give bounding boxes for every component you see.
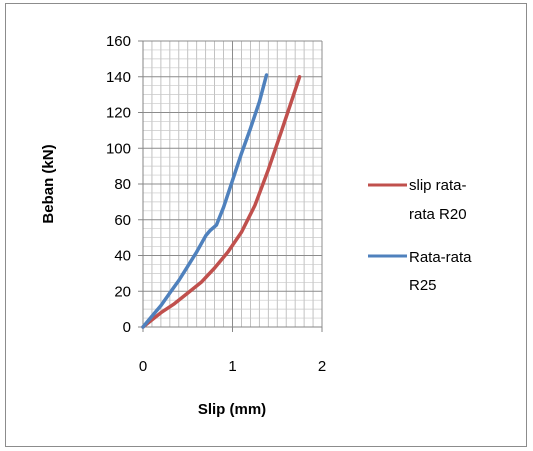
y-tick-label: 60 — [114, 212, 131, 229]
y-tick-label: 100 — [106, 140, 131, 157]
legend-label-r25-line2: R25 — [409, 277, 437, 294]
y-tick-label: 120 — [106, 105, 131, 122]
legend: slip rata- rata R20 Rata-rata R25 — [368, 177, 472, 294]
x-tick-label: 0 — [139, 358, 147, 375]
series-lines — [141, 73, 302, 329]
y-tick-label: 160 — [106, 33, 131, 50]
series-line-r20 — [141, 75, 302, 329]
legend-item-r20: slip rata- rata R20 — [368, 177, 467, 223]
legend-item-r25: Rata-rata R25 — [368, 249, 472, 294]
y-tick-label: 20 — [114, 283, 131, 300]
y-tick-label: 80 — [114, 176, 131, 193]
y-tick-label: 0 — [123, 319, 131, 336]
x-axis-title: Slip (mm) — [198, 401, 266, 418]
y-tick-label: 40 — [114, 248, 131, 265]
y-axis-title: Beban (kN) — [40, 144, 57, 223]
x-tick-label: 1 — [228, 358, 236, 375]
axes — [138, 40, 323, 332]
series-line-r25 — [141, 73, 269, 329]
legend-label-r25-line1: Rata-rata — [409, 249, 472, 266]
y-tick-label: 140 — [106, 69, 131, 86]
legend-label-r20-line1: slip rata- — [409, 177, 467, 194]
x-tick-label: 2 — [318, 358, 326, 375]
legend-label-r20-line2: rata R20 — [409, 206, 467, 223]
tick-labels: 0 20 40 60 80 100 120 140 160 0 1 2 — [106, 33, 326, 375]
